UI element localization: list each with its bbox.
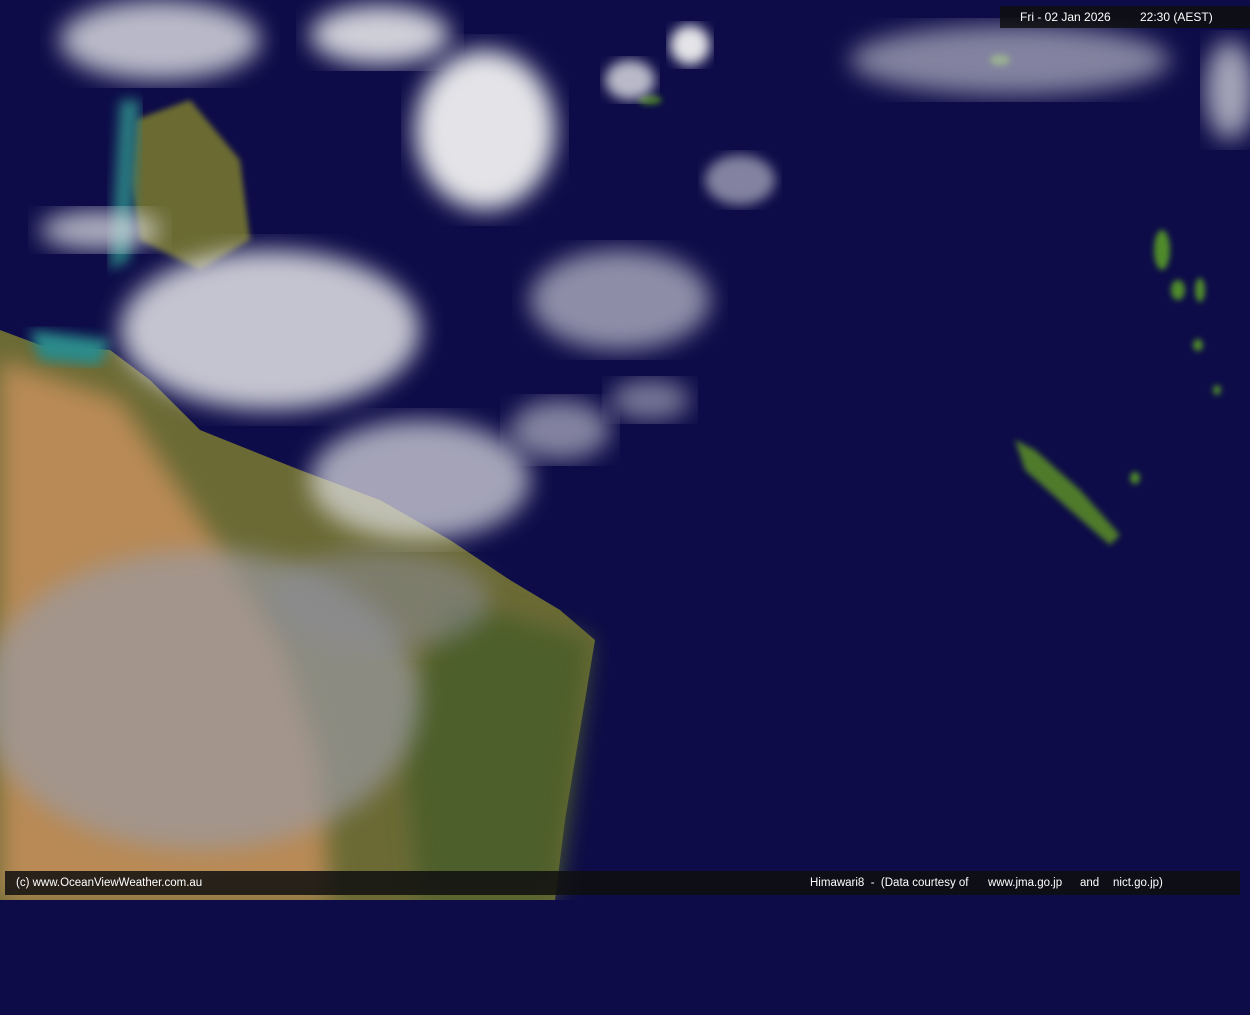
satellite-credit: Himawari8 - (Data courtesy of [810, 877, 969, 889]
and-text: and [1080, 877, 1100, 889]
date-label: Fri - 02 Jan 2026 [1020, 10, 1111, 24]
new-caledonia [1015, 440, 1120, 545]
time-label: 22:30 (AEST) [1140, 10, 1213, 24]
cape-york [130, 100, 250, 270]
cloud-cover [0, 0, 1250, 850]
satellite-image [0, 0, 1250, 900]
coastal-forest [400, 600, 590, 900]
nict-link[interactable]: nict.go.jp) [1113, 877, 1163, 889]
credits-bar: (c) www.OceanViewWeather.com.au Himawari… [5, 871, 1240, 895]
vanuatu-islands [1130, 230, 1221, 484]
timestamp-bar: Fri - 02 Jan 2026 22:30 (AEST) [1000, 6, 1250, 28]
copyright-link[interactable]: (c) www.OceanViewWeather.com.au [16, 877, 203, 889]
gulf-coast [30, 330, 110, 365]
jma-link[interactable]: www.jma.go.jp [988, 877, 1063, 889]
